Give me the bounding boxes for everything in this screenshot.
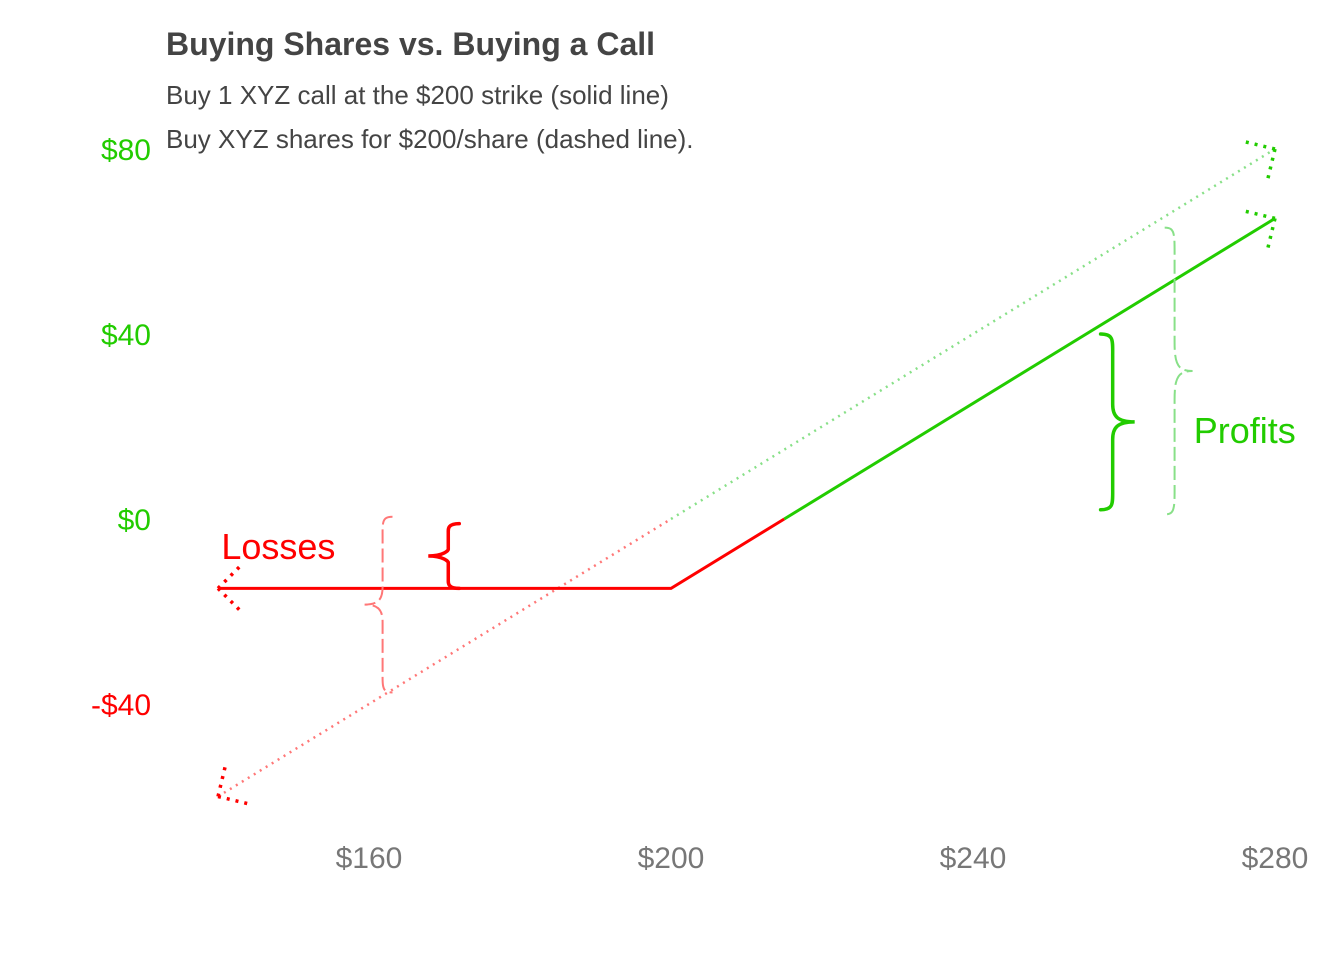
shares-arrow-left-a xyxy=(217,794,250,806)
shares-arrow-right-a xyxy=(1243,139,1276,151)
x-tick-label: $200 xyxy=(638,842,705,875)
call-loss-brace xyxy=(428,521,462,591)
chart-title: Buying Shares vs. Buying a Call xyxy=(166,26,656,62)
call-profit-brace xyxy=(1098,332,1135,512)
losses-annotation: Losses xyxy=(221,526,335,567)
y-tick-label: -$40 xyxy=(91,689,151,722)
call-arrow-left-b xyxy=(216,564,242,590)
chart-subtitle-line-1: Buy 1 XYZ call at the $200 strike (solid… xyxy=(166,80,669,110)
call-line-profit xyxy=(783,217,1276,521)
shares-line-profit xyxy=(670,147,1276,521)
y-tick-label: $80 xyxy=(101,134,151,167)
shares-line-loss xyxy=(217,517,672,798)
shares-loss-brace xyxy=(364,515,393,694)
call-arrow-left-a xyxy=(216,587,242,613)
call-arrow-right-a xyxy=(1243,209,1276,221)
x-tick-label: $240 xyxy=(940,842,1007,875)
chart-subtitle-line-2: Buy XYZ shares for $200/share (dashed li… xyxy=(166,124,694,154)
x-tick-label: $280 xyxy=(1242,842,1309,875)
profits-annotation: Profits xyxy=(1194,410,1296,451)
shares-profit-brace xyxy=(1164,226,1193,516)
y-tick-label: $0 xyxy=(118,504,151,537)
y-tick-label: $40 xyxy=(101,319,151,352)
x-tick-label: $160 xyxy=(336,842,403,875)
call-line-loss xyxy=(218,517,786,590)
